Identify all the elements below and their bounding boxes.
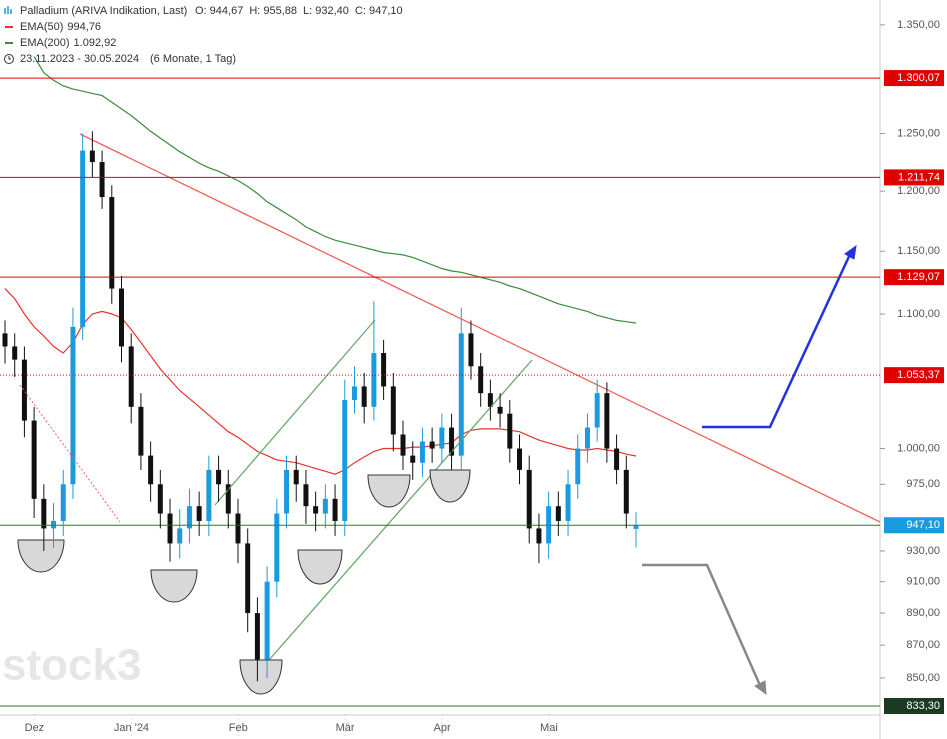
legend-title: Palladium (ARIVA Indikation, Last): [20, 5, 187, 17]
quote-value: L: 932,40: [303, 5, 349, 17]
y-tick-label: 1.350,00: [897, 19, 940, 31]
cup-shape: [429, 469, 471, 503]
y-tick-label: 850,00: [906, 672, 940, 684]
y-tick-label: 1.000,00: [897, 442, 940, 454]
arrowhead: [754, 680, 767, 696]
y-tick-label: 910,00: [906, 576, 940, 588]
x-tick-label: Mär: [336, 722, 355, 734]
price-tag-label: 947,10: [906, 519, 940, 531]
price-tag: [884, 697, 944, 714]
y-tick-label: 975,00: [906, 478, 940, 490]
clock-icon: [8, 56, 11, 60]
period: (6 Monate, 1 Tag): [150, 53, 236, 65]
x-tick-label: Jan '24: [114, 722, 149, 734]
trend-line: [79, 133, 881, 523]
quote-value: C: 947,10: [355, 5, 403, 17]
price-tag-label: 1.211,74: [898, 171, 940, 183]
legend-value: 994,76: [67, 21, 101, 33]
price-tag: [884, 169, 944, 186]
price-tag: [884, 269, 944, 286]
clock-icon: [4, 54, 14, 64]
annotations: [17, 133, 881, 696]
price-tag-label: 1.129,07: [897, 271, 940, 283]
y-tick-label: 1.100,00: [897, 308, 940, 320]
legend-label: EMA(200): [20, 37, 70, 49]
y-tick-label: 930,00: [906, 545, 940, 557]
price-tag: [884, 517, 944, 534]
quote-value: O: 944,67: [195, 5, 243, 17]
cup-shape: [239, 659, 283, 695]
legend-label: EMA(50): [20, 21, 63, 33]
channel-line: [214, 319, 376, 506]
x-tick-label: Feb: [229, 722, 248, 734]
x-tick-label: Apr: [434, 722, 451, 734]
arrow: [702, 249, 854, 429]
legend-value: 1.092,92: [74, 37, 117, 49]
price-tag: [884, 367, 944, 384]
price-tag-label: 1.053,37: [897, 369, 940, 381]
arrowhead: [844, 244, 857, 260]
x-tick-label: Mai: [540, 722, 558, 734]
arrow: [642, 563, 764, 691]
y-tick-label: 870,00: [906, 639, 940, 651]
ema-line: [4, 288, 637, 475]
y-tick-label: 1.250,00: [897, 127, 940, 139]
quote-value: H: 955,88: [249, 5, 297, 17]
cup-shape: [17, 539, 65, 573]
price-tag-label: 833,30: [906, 700, 940, 712]
x-tick-label: Dez: [25, 722, 45, 734]
legend-quote: O: 944,67 H: 955,88 L: 932,40 C: 947,10: [195, 5, 403, 17]
cup-shape: [297, 549, 343, 585]
trend-line: [19, 384, 121, 523]
legend-icon: [4, 6, 12, 14]
legend: Palladium (ARIVA Indikation, Last) O: 94…: [4, 5, 403, 65]
price-tag-label: 1.300,07: [897, 72, 940, 84]
date-range: 23.11.2023 - 30.05.2024: [20, 53, 139, 65]
ema-line: [33, 56, 637, 324]
y-tick-label: 1.150,00: [897, 245, 940, 257]
cup-shape: [150, 569, 198, 603]
price-tag: [884, 70, 944, 87]
y-tick-label: 1.200,00: [897, 185, 940, 197]
y-tick-label: 890,00: [906, 607, 940, 619]
watermark: stock3: [2, 641, 141, 690]
channel-line: [261, 359, 533, 669]
cup-shape: [367, 474, 411, 508]
